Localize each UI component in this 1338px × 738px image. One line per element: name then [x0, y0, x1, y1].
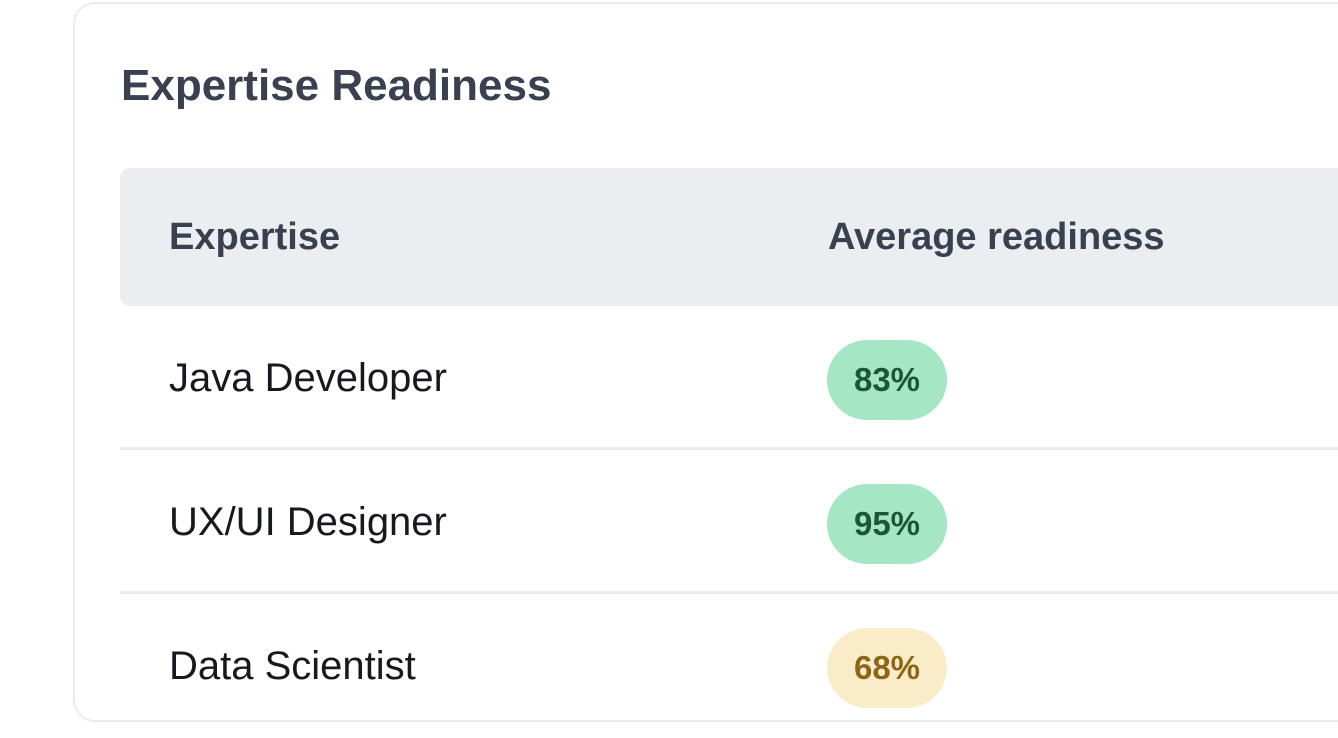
readiness-badge: 68% [827, 628, 947, 708]
expertise-name: UX/UI Designer [169, 500, 447, 544]
expertise-table: Expertise Average readiness Java Develop… [120, 168, 1338, 738]
expertise-readiness-card [73, 2, 1338, 722]
expertise-name: Data Scientist [169, 644, 416, 688]
table-row[interactable]: Java Developer 83% [120, 306, 1338, 450]
readiness-badge: 83% [827, 340, 947, 420]
readiness-badge: 95% [827, 484, 947, 564]
expertise-name: Java Developer [169, 356, 447, 400]
column-header-average-readiness[interactable]: Average readiness [828, 216, 1165, 258]
table-row[interactable]: Data Scientist 68% [120, 594, 1338, 738]
column-header-expertise[interactable]: Expertise [169, 216, 341, 258]
table-row[interactable]: UX/UI Designer 95% [120, 450, 1338, 594]
table-header: Expertise Average readiness [120, 168, 1338, 306]
card-title: Expertise Readiness [121, 61, 552, 110]
